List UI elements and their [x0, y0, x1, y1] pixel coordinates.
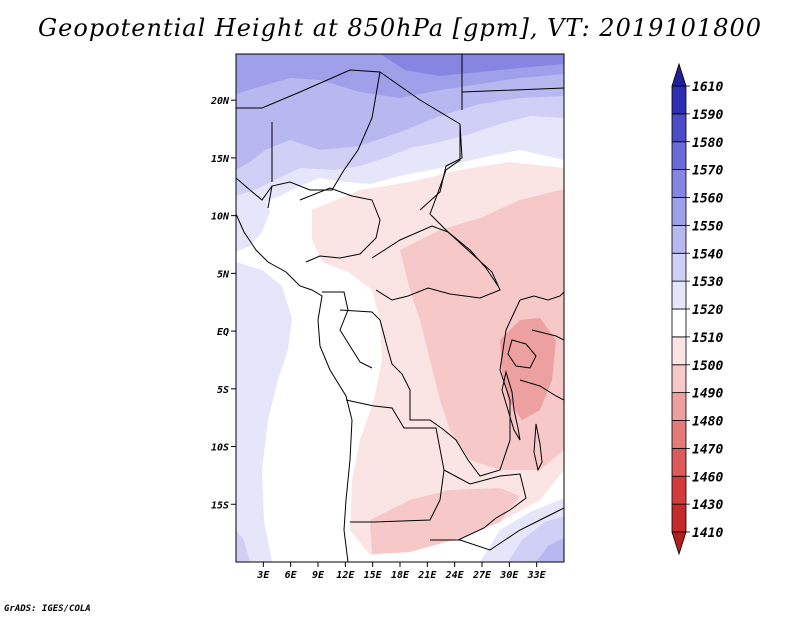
border-angola: [345, 399, 445, 523]
longitude-axis: 3E 6E 9E 12E 15E 18E 21E 24E 27E 30E 33E: [256, 562, 547, 581]
colorbar-level-label: 1490: [692, 387, 723, 402]
colorbar-level-label: 1550: [692, 219, 723, 234]
colorbar-bin: [671, 113, 687, 143]
colorbar-bin: [671, 420, 687, 449]
field-1520-atlantic: [236, 262, 292, 562]
lake-victoria: [507, 339, 537, 369]
colorbar-bin: [671, 252, 687, 282]
colorbar-bin: [671, 503, 687, 533]
colorbar-bin: [671, 141, 687, 171]
colorbar-bin: [671, 169, 687, 198]
colorbar-high-arrow: [671, 62, 687, 87]
field-1560-north: [380, 54, 564, 76]
border-east-africa: [519, 291, 564, 401]
colorbar-bin: [671, 280, 687, 310]
lon-tick-label: 15E: [364, 570, 383, 581]
colorbar-bin: [671, 85, 687, 115]
map-title: Geopotential Height at 850hPa [gpm], VT:…: [38, 14, 762, 42]
colorbar-level-label: 1430: [692, 498, 723, 513]
border-niger-chad: [267, 71, 381, 209]
coastline-west-africa: [236, 213, 353, 562]
border-congo-drc: [339, 299, 521, 477]
colorbar-level-label: 1500: [692, 359, 723, 374]
colorbar-level-label: 1510: [692, 331, 723, 346]
field-1480-rift: [500, 318, 556, 420]
country-borders: [236, 54, 564, 562]
border-car: [371, 225, 501, 301]
grads-credit: GrADS: IGES/COLA: [4, 604, 91, 614]
border-nigeria: [299, 187, 381, 263]
colorbar-level-label: 1560: [692, 192, 723, 207]
border-sahel: [236, 122, 273, 201]
colorbar-level-label: 1540: [692, 247, 723, 262]
colorbar-bin: [671, 197, 687, 226]
geopotential-field: [236, 54, 564, 562]
lat-tick-label: 20N: [210, 96, 230, 107]
colorbar-level-label: 1580: [692, 136, 723, 151]
colorbar-bin: [671, 364, 687, 394]
lon-tick-label: 18E: [391, 570, 410, 581]
colorbar-bin: [671, 336, 687, 366]
border-gabon-cameroon: [322, 291, 373, 369]
lake-tanganyika: [501, 370, 521, 441]
colorbar-level-label: 1610: [692, 80, 723, 95]
lon-tick-label: 33E: [527, 570, 547, 581]
colorbar-bin: [671, 224, 687, 254]
border-zambia: [443, 469, 527, 541]
lat-tick-label: 15S: [211, 500, 229, 511]
colorbar-level-label: 1410: [692, 526, 723, 541]
colorbar-bin: [671, 308, 687, 338]
field-1490-south: [370, 488, 520, 554]
colorbar-level-label: 1570: [692, 164, 723, 179]
lat-tick-label: 5N: [217, 269, 230, 280]
lat-tick-label: EQ: [217, 327, 229, 338]
lat-tick-label: 5S: [217, 385, 229, 396]
field-1520-west-coast: [236, 190, 270, 252]
colorbar-level-label: 1470: [692, 442, 723, 457]
lon-tick-label: 24E: [445, 570, 465, 581]
lake-malawi: [533, 423, 543, 472]
lon-tick-label: 9E: [312, 570, 325, 581]
border-southern: [430, 507, 564, 551]
lon-tick-label: 6E: [285, 570, 298, 581]
colorbar: 1410 1430 1460 1470 1480 1490 1500 1510 1520 1530…: [671, 62, 723, 556]
colorbar-level-label: 1520: [692, 303, 723, 318]
colorbar-level-label: 1530: [692, 275, 723, 290]
colorbar-level-label: 1590: [692, 108, 723, 123]
lat-tick-label: 15N: [211, 154, 230, 165]
lon-tick-label: 30E: [499, 570, 519, 581]
colorbar-bin: [671, 392, 687, 421]
lon-tick-label: 27E: [472, 570, 492, 581]
colorbar-bin: [671, 447, 687, 477]
border-libya-sudan: [461, 54, 564, 110]
lat-tick-label: 10N: [211, 212, 230, 223]
colorbar-low-arrow: [671, 531, 687, 556]
field-1530-atlantic: [236, 530, 250, 562]
colorbar-level-label: 1480: [692, 415, 723, 430]
colorbar-bin: [671, 475, 687, 505]
lon-tick-label: 12E: [336, 570, 355, 581]
lon-tick-label: 21E: [417, 570, 437, 581]
colorbar-level-label: 1460: [692, 470, 723, 485]
field-1540-southeast: [536, 538, 564, 562]
lat-tick-label: 10S: [211, 443, 229, 454]
latitude-axis: 20N 15N 10N 5N EQ 5S 10S 15S: [210, 96, 236, 511]
lon-tick-label: 3E: [256, 570, 270, 581]
